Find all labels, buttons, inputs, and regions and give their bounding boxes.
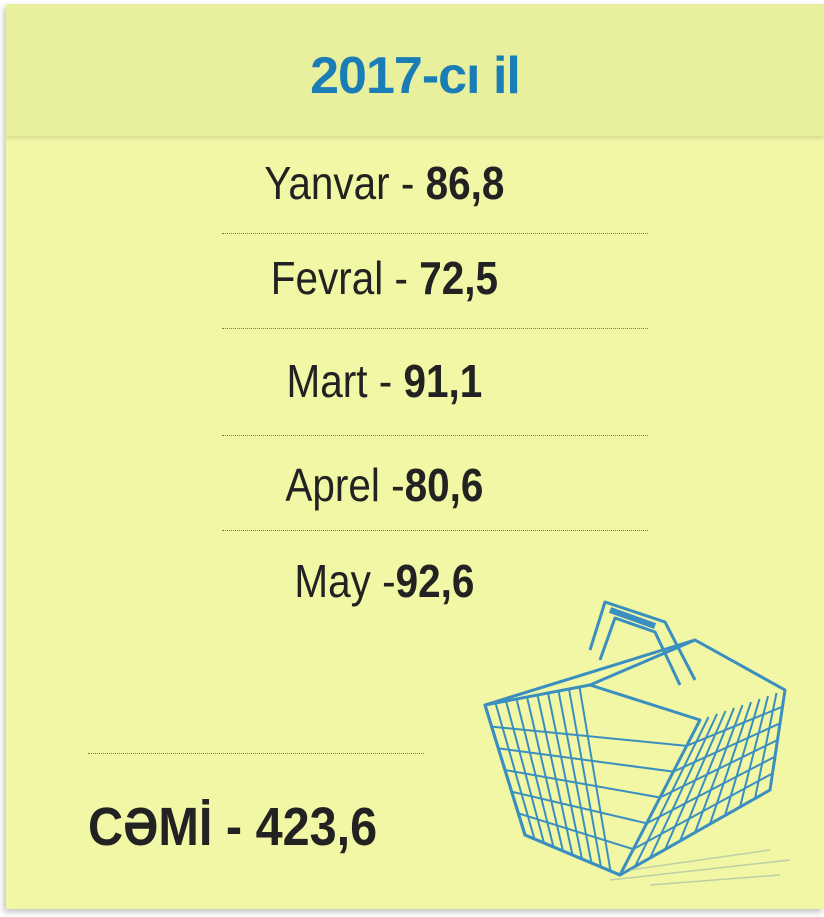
row: Aprel -80,6 bbox=[6, 458, 763, 512]
separator bbox=[88, 753, 424, 754]
row: Fevral - 72,5 bbox=[6, 251, 763, 305]
row-label: Fevral - bbox=[271, 252, 419, 304]
separator bbox=[222, 233, 648, 234]
row-value: 72,5 bbox=[419, 252, 498, 304]
separator bbox=[222, 435, 648, 436]
row: Yanvar - 86,8 bbox=[6, 156, 763, 210]
row-value: 80,6 bbox=[405, 459, 484, 511]
row-label: May - bbox=[294, 555, 395, 607]
page: 2017-cı il Yanvar - 86,8 Fevral - 72,5 M… bbox=[0, 0, 824, 917]
row-value: 92,6 bbox=[396, 555, 475, 607]
row-label: Yanvar - bbox=[264, 157, 425, 209]
row-label: Mart - bbox=[287, 355, 404, 407]
basket-wire bbox=[580, 687, 611, 871]
row-value: 86,8 bbox=[426, 157, 505, 209]
separator bbox=[222, 328, 648, 329]
basket-wire bbox=[687, 707, 783, 746]
row-label: Aprel - bbox=[285, 459, 404, 511]
total-value: 423,6 bbox=[256, 797, 378, 857]
row-value: 91,1 bbox=[403, 355, 482, 407]
basket-wire bbox=[518, 813, 633, 849]
row: Mart - 91,1 bbox=[6, 354, 763, 408]
total: CƏMİ - 423,6 bbox=[88, 796, 377, 858]
basket-wire bbox=[538, 695, 573, 855]
basket-illustration bbox=[470, 590, 800, 890]
total-label: CƏMİ - bbox=[88, 797, 256, 857]
separator bbox=[222, 530, 648, 531]
basket-wire bbox=[548, 693, 582, 859]
title: 2017-cı il bbox=[6, 46, 824, 106]
